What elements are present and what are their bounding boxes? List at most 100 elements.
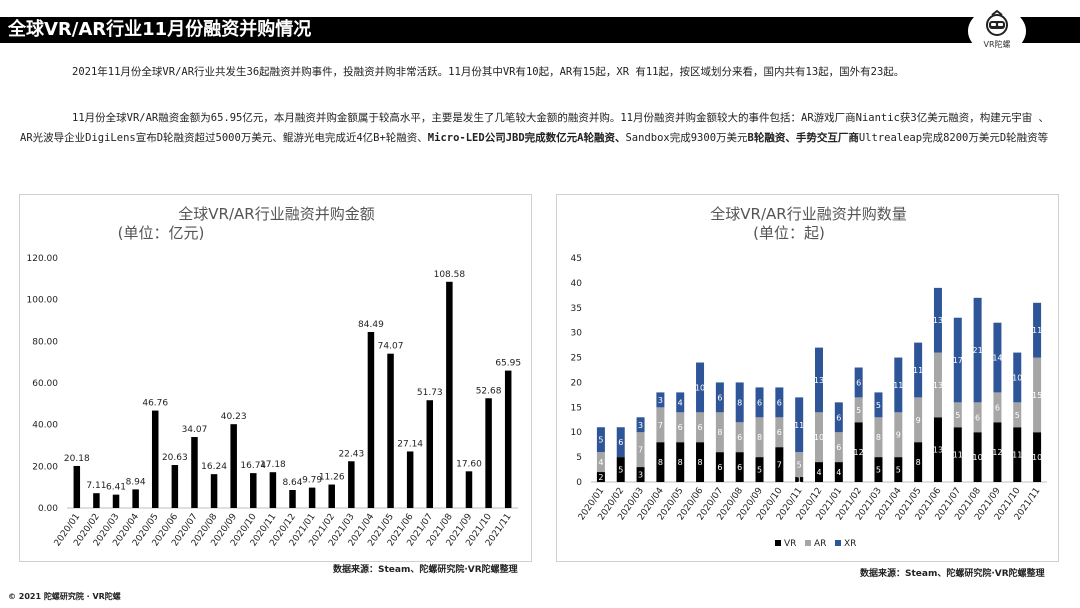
bar-segment-vr	[973, 432, 982, 482]
paragraph2-part-b: Micro-LED公司JBD完成数亿元A轮融资、	[427, 132, 626, 144]
bar	[367, 331, 375, 508]
bar-segment-vr	[676, 442, 685, 482]
amount-chart-panel: 全球VR/AR行业融资并购金额 (单位：亿元) 0.00 20.00 40.00 60.0…	[19, 194, 532, 562]
data-label: 9.79	[302, 476, 322, 486]
vrtuoluo-logo: VR陀螺	[968, 8, 1026, 54]
data-label: 7	[638, 446, 643, 455]
bar-segment-xr	[656, 392, 665, 408]
data-label: 20.18	[64, 454, 90, 464]
legend-swatch-ar	[805, 540, 811, 546]
bar-segment-ar	[914, 397, 923, 443]
bar-segment-xr	[676, 392, 685, 413]
data-label: 4	[598, 458, 603, 467]
data-label: 6	[757, 398, 762, 407]
bar	[426, 400, 434, 508]
data-label: 5	[876, 401, 881, 410]
data-label: 3	[638, 471, 643, 480]
y-tick-label: 40	[571, 279, 583, 289]
y-tick-label: 30	[571, 329, 583, 339]
data-label: 6	[717, 463, 722, 472]
y-tick-label: 80.00	[32, 337, 58, 347]
bar	[348, 461, 355, 508]
data-label: 34.07	[182, 425, 208, 435]
data-label: 6	[975, 413, 980, 422]
data-label: 6	[618, 438, 623, 447]
count-chart-panel: 全球VR/AR行业融资并购数量 (单位：起) 0 5 10 15 20 25 30 35 40 45 2…	[556, 194, 1059, 562]
bar	[230, 424, 237, 508]
data-label: 13	[933, 381, 943, 390]
data-label: 10	[695, 383, 705, 392]
data-label: 11	[913, 366, 923, 375]
data-label: 4	[678, 398, 683, 407]
bar-segment-ar	[854, 397, 863, 423]
bar-segment-ar	[874, 417, 883, 458]
data-label: 11	[1032, 326, 1042, 335]
data-label: 6	[836, 443, 841, 452]
data-label: 6	[737, 463, 742, 472]
bar	[446, 281, 453, 508]
y-tick-label: 15	[571, 403, 582, 413]
bar-segment-vr	[755, 457, 764, 482]
data-label: 108.58	[434, 270, 466, 280]
data-label: 5	[757, 466, 762, 475]
bar-segment-vr	[894, 457, 903, 482]
paragraph2-part-a: 11月份全球VR/AR融资金额为65.95亿元，本月融资并购金额属于较高水平，主…	[20, 112, 1050, 144]
bar-segment-vr	[1033, 432, 1042, 482]
chart-title: 全球VR/AR行业融资并购金额	[178, 205, 374, 223]
summary-paragraph-1: 2021年11月份全球VR/AR行业共发生36起融资并购事件，投融资并购非常活跃…	[72, 66, 905, 78]
data-label: 8	[697, 458, 702, 467]
legend-swatch-vr	[775, 540, 781, 546]
bar-segment-xr	[973, 297, 982, 403]
data-label: 2	[598, 473, 603, 482]
bar-segment-ar	[755, 417, 764, 458]
y-tick-label: 20	[571, 378, 583, 388]
bar-segment-ar	[795, 452, 804, 478]
bar-segment-ar	[676, 412, 685, 443]
data-label: 10	[1012, 373, 1022, 382]
data-label: 5	[797, 461, 802, 470]
data-label: 52.68	[476, 386, 502, 396]
data-label: 27.14	[397, 439, 423, 449]
data-label: 8.64	[282, 478, 302, 488]
data-label: 7	[658, 421, 663, 430]
gyroscope-icon	[986, 9, 1008, 36]
data-label: 6	[737, 433, 742, 442]
bar-segment-vr	[696, 442, 705, 482]
data-label: 12	[992, 448, 1002, 457]
y-tick-label: 0.00	[38, 504, 58, 514]
data-label: 5	[876, 466, 881, 475]
data-label: 5	[618, 466, 623, 475]
bar-segment-ar	[993, 392, 1002, 423]
bar-segment-xr	[854, 367, 863, 398]
bar-segment-xr	[775, 387, 784, 418]
bar-segment-ar	[894, 412, 903, 458]
data-label: 8	[658, 458, 663, 467]
data-label: 6.41	[106, 483, 126, 493]
bar	[73, 465, 81, 508]
bar-segment-ar	[1033, 357, 1042, 433]
data-label: 5	[598, 436, 603, 445]
data-label: 22.43	[338, 449, 364, 459]
bar-segment-ar	[656, 407, 665, 443]
bar	[328, 484, 335, 508]
bar-segment-ar	[834, 432, 843, 463]
bar-segment-vr	[775, 447, 784, 482]
y-tick-label: 20.00	[32, 462, 58, 472]
page-title: 全球VR/AR行业11月份融资并购情况	[8, 19, 312, 40]
source-note-left: 数据来源：Steam、陀螺研究院·VR陀螺整理	[333, 565, 518, 575]
bar-segment-xr	[1013, 352, 1022, 403]
bar	[504, 370, 512, 508]
y-tick-label: 0	[576, 478, 582, 488]
bar	[132, 489, 139, 508]
data-label: 8	[916, 458, 921, 467]
bar	[406, 451, 414, 508]
data-label: 8	[717, 428, 722, 437]
bar-segment-xr	[993, 322, 1002, 393]
y-tick-label: 5	[576, 453, 582, 463]
data-label: 10	[973, 453, 983, 462]
data-label: 5	[955, 411, 960, 420]
data-label: 13	[814, 376, 824, 385]
bar-segment-vr	[854, 422, 863, 482]
data-label: 3	[638, 421, 643, 430]
bar-segment-xr	[1033, 302, 1042, 358]
